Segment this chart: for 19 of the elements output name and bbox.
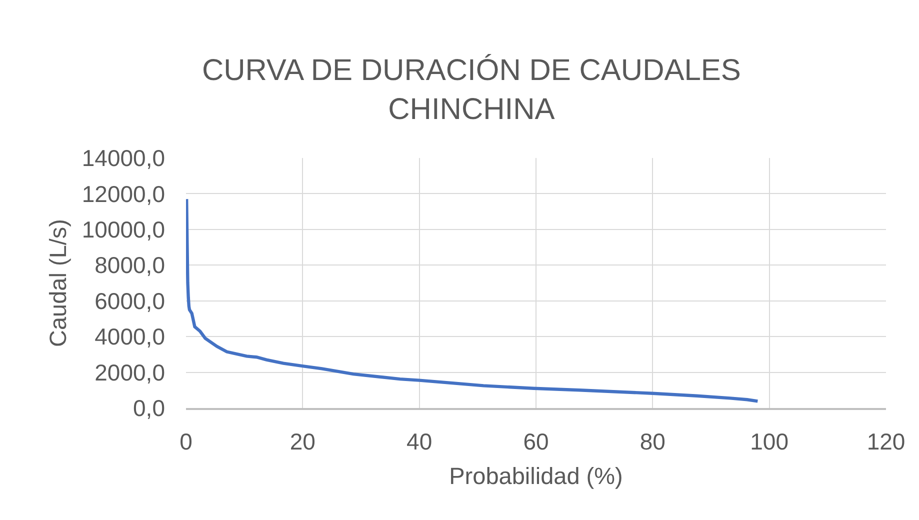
- x-tick-label: 80: [640, 428, 666, 454]
- y-tick-label: 6000,0: [94, 288, 165, 314]
- y-tick-label: 8000,0: [94, 252, 165, 278]
- y-tick-label: 0,0: [133, 395, 165, 422]
- y-tick-label: 12000,0: [82, 180, 165, 207]
- x-tick-label: 0: [180, 428, 192, 454]
- y-tick-label: 14000,0: [82, 145, 165, 172]
- chart-title: CURVA DE DURACIÓN DE CAUDALES CHINCHINA: [202, 53, 741, 126]
- y-tick-label: 10000,0: [82, 216, 165, 242]
- line-series: [186, 197, 760, 403]
- x-axis-title: Probabilidad (%): [449, 462, 623, 489]
- x-tick-label: 20: [290, 428, 316, 454]
- y-axis-title: Caudal (L/s): [45, 219, 72, 347]
- x-tick-label: 60: [523, 428, 549, 454]
- y-tick-label: 2000,0: [94, 359, 165, 386]
- x-tick-label: 120: [866, 428, 906, 454]
- x-tick-label: 100: [750, 428, 789, 454]
- y-tick-label: 4000,0: [94, 324, 165, 350]
- x-tick-label: 40: [406, 428, 432, 454]
